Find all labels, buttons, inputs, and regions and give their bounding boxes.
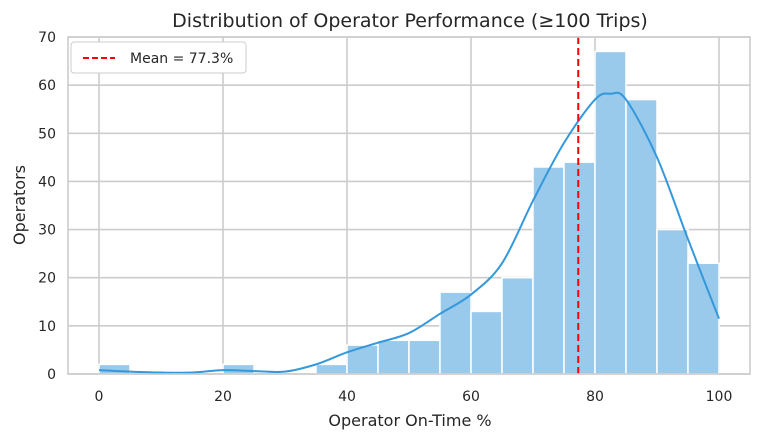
- histogram-bar: [625, 98, 658, 375]
- histogram-bar: [408, 339, 441, 375]
- y-tick-label: 30: [38, 223, 56, 239]
- histogram-bar: [470, 310, 503, 375]
- y-tick-label: 20: [38, 271, 56, 287]
- histogram-bar: [532, 166, 565, 375]
- y-tick-label: 50: [38, 126, 56, 142]
- axes-frame: [67, 36, 751, 375]
- x-tick-label: 100: [706, 389, 733, 405]
- x-tick-label: 40: [338, 389, 356, 405]
- plot-frame: [67, 36, 751, 375]
- y-tick-label: 70: [38, 30, 56, 46]
- y-tick-label: 10: [38, 319, 56, 335]
- x-tick-label: 20: [214, 389, 232, 405]
- y-tick-label: 0: [47, 367, 56, 383]
- chart-title: Distribution of Operator Performance (≥1…: [172, 10, 648, 32]
- x-tick-label: 0: [95, 389, 104, 405]
- histogram-bar: [98, 363, 131, 375]
- histogram-bar: [346, 344, 379, 375]
- x-tick-label: 80: [586, 389, 604, 405]
- kde-curve: [98, 91, 720, 374]
- histogram-bar: [501, 276, 534, 375]
- histogram-bar: [656, 228, 689, 375]
- histogram-bar: [594, 50, 627, 375]
- histogram-bar: [315, 363, 348, 375]
- histogram-bar: [377, 339, 410, 375]
- kde-curve-group: [98, 91, 720, 374]
- y-tick-labels: 0 10 20 30 40 50 60 70: [38, 30, 56, 383]
- y-tick-label: 60: [38, 78, 56, 94]
- x-tick-label: 60: [462, 389, 480, 405]
- x-tick-labels: 0 20 40 60 80 100: [95, 389, 733, 405]
- legend-box: [70, 41, 247, 74]
- legend: Mean = 77.3%: [70, 41, 247, 74]
- histogram-bar: [563, 161, 596, 375]
- legend-mean-label: Mean = 77.3%: [130, 51, 233, 67]
- y-tick-label: 40: [38, 174, 56, 190]
- x-axis-label: Operator On-Time %: [328, 411, 491, 430]
- y-axis-label: Operators: [10, 165, 29, 245]
